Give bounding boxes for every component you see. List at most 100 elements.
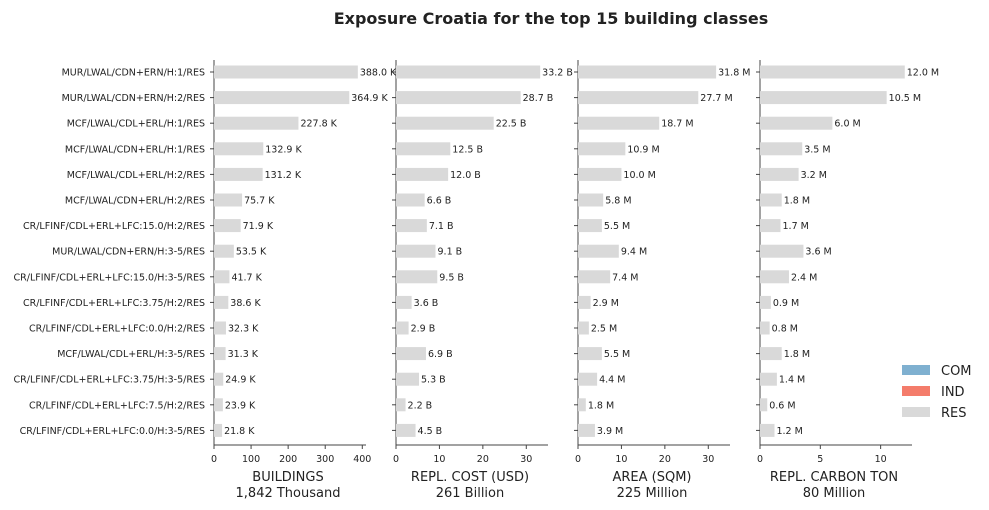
bar-value-label: 53.5 K [236,247,267,258]
panel-2: 33.2 B 28.7 B 22.5 B 12.5 B 12.0 B 6.6 B 7.1 B… [392,60,573,501]
bar-value-label: 10.9 M [627,144,659,155]
bar-value-label: 2.2 B [408,400,433,411]
bar [396,423,416,437]
bar [578,219,602,233]
category-label: CR/LFINF/CDL+ERL+LFC:15.0/H:2/RES [23,221,205,232]
bar-value-label: 1.8 M [784,349,810,360]
bar [760,91,887,105]
x-tick-label: 20 [477,454,489,465]
bar-value-label: 23.9 K [225,400,256,411]
bar [214,244,234,258]
bar [578,398,586,412]
bar-value-label: 10.0 M [623,170,655,181]
bar-value-label: 31.3 K [228,349,259,360]
bar [396,270,438,284]
bar [214,347,226,361]
x-tick-label: 400 [353,454,371,465]
x-axis-label: AREA (SQM) [612,470,691,485]
bar-value-label: 4.4 M [599,375,625,386]
bar-value-label: 6.9 B [428,349,453,360]
bar-value-label: 21.8 K [224,426,255,437]
bar-value-label: 27.7 M [700,93,732,104]
bar [396,142,451,156]
bar-value-label: 0.6 M [769,400,795,411]
category-label: CR/LFINF/CDL+ERL+LFC:0.0/H:2/RES [29,324,205,335]
bar [214,295,229,309]
category-label: CR/LFINF/CDL+ERL+LFC:3.75/H:3-5/RES [14,375,205,386]
category-label: MUR/LWAL/CDN+ERN/H:3-5/RES [52,247,205,258]
legend-swatch-com [902,365,930,375]
bar [396,347,426,361]
bar-value-label: 33.2 B [542,68,573,79]
x-axis-total-label: 1,842 Thousand [236,486,341,501]
bar-value-label: 22.5 B [496,119,527,130]
legend-label-ind: IND [941,385,965,400]
panel-1: 388.0 K 364.9 K 227.8 K 132.9 K 131.2 K 75.7 … [210,60,397,501]
x-tick-label: 0 [757,454,763,465]
x-axis-label: REPL. COST (USD) [411,470,529,485]
bar-value-label: 2.9 B [411,324,436,335]
chart-panels: 388.0 K 364.9 K 227.8 K 132.9 K 131.2 K 75.7 … [210,60,939,501]
x-tick-label: 0 [211,454,217,465]
bar [760,398,768,412]
bar-value-label: 131.2 K [265,170,302,181]
bar [760,321,770,335]
bar-value-label: 3.9 M [597,426,623,437]
category-label: CR/LFINF/CDL+ERL+LFC:0.0/H:3-5/RES [20,426,205,437]
bar-value-label: 3.5 M [804,144,830,155]
bar-value-label: 24.9 K [225,375,256,386]
legend-swatch-ind [902,386,930,396]
bar [760,65,905,79]
x-tick-label: 5 [817,454,823,465]
bar [396,91,521,105]
bar-value-label: 10.5 M [889,93,921,104]
bar-value-label: 0.8 M [772,324,798,335]
bar [214,91,350,105]
x-tick-label: 300 [316,454,334,465]
bar [578,167,622,181]
chart-title: Exposure Croatia for the top 15 building… [334,9,769,28]
bar-value-label: 1.8 M [588,400,614,411]
bar [760,193,782,207]
bar [578,91,699,105]
category-label: MCF/LWAL/CDL+ERL/H:2/RES [67,170,205,181]
bar [214,65,358,79]
bar [396,65,541,79]
bar-value-label: 71.9 K [243,221,274,232]
legend-label-com: COM [941,364,972,379]
x-tick-label: 30 [702,454,714,465]
bar-value-label: 31.8 M [718,68,750,79]
x-tick-label: 10 [615,454,627,465]
category-label: CR/LFINF/CDL+ERL+LFC:7.5/H:2/RES [29,400,205,411]
bar [578,372,598,386]
bar [214,270,230,284]
x-tick-label: 0 [393,454,399,465]
bar-value-label: 227.8 K [300,119,337,130]
bar [396,219,427,233]
panel-3: 31.8 M 27.7 M 18.7 M 10.9 M 10.0 M 5.8 M 5.5 M… [574,60,750,501]
bar-value-label: 4.5 B [418,426,443,437]
bar-value-label: 38.6 K [230,298,261,309]
bar-value-label: 132.9 K [265,144,302,155]
bar [214,219,241,233]
bar [214,193,243,207]
bar-value-label: 388.0 K [360,68,397,79]
bar-value-label: 41.7 K [231,272,262,283]
bar [214,423,223,437]
bar [578,321,589,335]
x-axis-total-label: 80 Million [803,486,866,501]
bar-value-label: 3.2 M [801,170,827,181]
bar-value-label: 1.7 M [783,221,809,232]
category-label: MCF/LWAL/CDN+ERL/H:2/RES [65,196,205,207]
category-axis-labels: MUR/LWAL/CDN+ERN/H:1/RES MUR/LWAL/CDN+ERN… [14,68,205,437]
category-label: CR/LFINF/CDL+ERL+LFC:3.75/H:2/RES [23,298,205,309]
bar-value-label: 2.4 M [791,272,817,283]
x-axis-label: REPL. CARBON TON [770,470,898,485]
category-label: MUR/LWAL/CDN+ERN/H:2/RES [62,93,205,104]
bar [760,423,775,437]
bar-value-label: 12.0 M [907,68,939,79]
bar [396,244,436,258]
bar-value-label: 1.8 M [784,196,810,207]
bar [396,372,420,386]
bar [578,295,591,309]
